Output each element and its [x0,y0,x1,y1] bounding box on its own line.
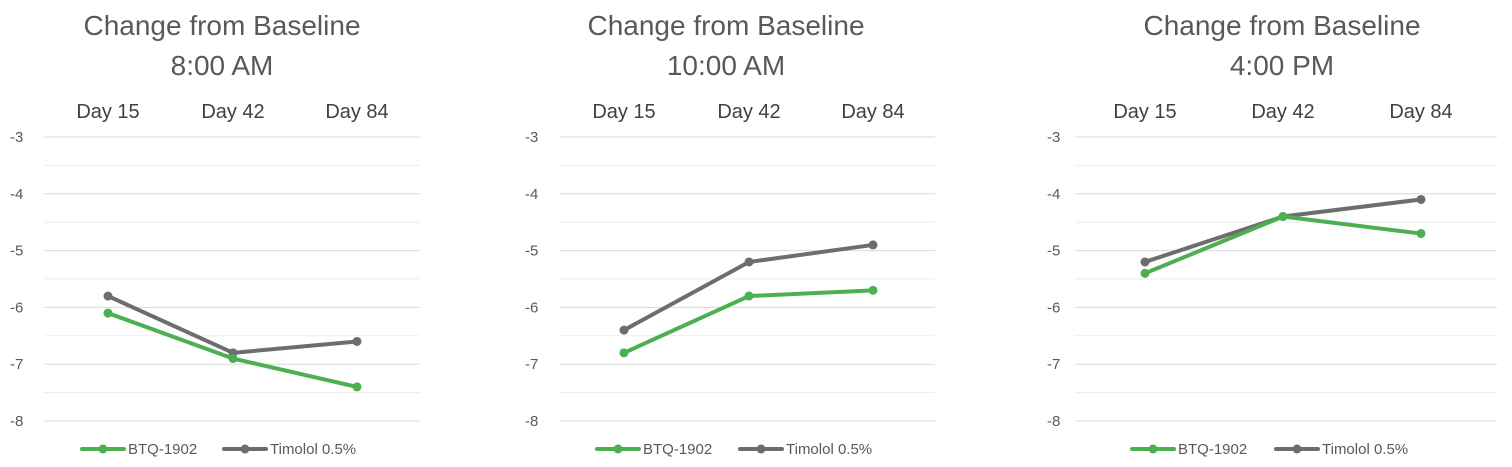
data-point-btq-1902 [744,291,754,301]
series-line-timolol [106,294,359,355]
legend-marker [240,444,250,454]
y-tick-label: -8 [525,413,538,430]
y-tick-label: -8 [10,413,23,430]
chart-panel-1: Change from Baseline 8:00 AM -3 -4 -5 -6 -7 -8 D… [10,10,420,458]
chart-panel-3: Change from Baseline 4:00 PM -3 -4 -5 -6 -7 -8 D… [1047,10,1497,458]
legend-label: BTQ-1902 [643,441,712,458]
chart-title-line-1: Change from Baseline [83,10,360,41]
legend-label: BTQ-1902 [128,441,197,458]
x-category-label: Day 84 [1389,101,1452,123]
legend-entry-timolol: Timolol 0.5% [222,441,356,458]
y-tick-label: -7 [1047,356,1060,373]
legend-entry-btq-1902: BTQ-1902 [1130,441,1247,458]
data-point-timolol [744,257,754,267]
y-tick-label: -6 [1047,299,1060,316]
y-tick-label: -6 [10,299,23,316]
data-point-btq-1902 [103,308,113,318]
data-point-timolol [1416,194,1426,204]
chart-title-line-1: Change from Baseline [587,10,864,41]
legend-marker [1292,444,1302,454]
data-point-timolol [1140,257,1150,267]
data-point-btq-1902 [228,354,238,364]
data-point-btq-1902 [1140,268,1150,278]
legend-label: Timolol 0.5% [270,441,356,458]
legend-label: BTQ-1902 [1178,441,1247,458]
legend-marker [756,444,766,454]
x-category-label: Day 42 [1251,101,1314,123]
x-category-label: Day 42 [717,101,780,123]
y-tick-label: -6 [525,299,538,316]
y-tick-label: -3 [10,129,23,146]
y-tick-label: -4 [525,186,538,203]
x-category-label: Day 15 [1113,101,1176,123]
data-point-timolol [868,240,878,250]
series-line-timolol [1143,197,1423,264]
legend-entry-timolol: Timolol 0.5% [1274,441,1408,458]
y-tick-label: -8 [1047,413,1060,430]
y-tick-label: -4 [10,186,23,203]
x-category-label: Day 84 [841,101,904,123]
legend-entry-btq-1902: BTQ-1902 [595,441,712,458]
legend-marker [613,444,623,454]
data-point-btq-1902 [1278,212,1288,222]
y-tick-label: -5 [1047,243,1060,260]
x-category-label: Day 84 [325,101,388,123]
x-category-label: Day 15 [592,101,655,123]
legend-label: Timolol 0.5% [786,441,872,458]
y-tick-label: -3 [1047,129,1060,146]
data-point-btq-1902 [868,285,878,295]
series-line-btq-1902 [1143,214,1423,276]
y-tick-label: -4 [1047,186,1060,203]
legend-entry-btq-1902: BTQ-1902 [80,441,197,458]
data-point-btq-1902 [352,382,362,392]
data-point-btq-1902 [1416,229,1426,239]
y-tick-label: -7 [525,356,538,373]
chart-panel-2: Change from Baseline 10:00 AM -3 -4 -5 -6 -7 -8… [525,10,935,458]
data-point-timolol [619,325,629,335]
legend-marker [98,444,108,454]
x-category-label: Day 15 [76,101,139,123]
y-tick-label: -5 [525,243,538,260]
x-category-label: Day 42 [201,101,264,123]
data-point-timolol [103,291,113,301]
data-point-timolol [352,336,362,346]
y-tick-label: -5 [10,243,23,260]
chart-title-line-2: 4:00 PM [1230,50,1334,81]
chart-title-line-1: Change from Baseline [1143,10,1420,41]
chart-title-line-2: 8:00 AM [171,50,274,81]
y-tick-label: -7 [10,356,23,373]
legend-label: Timolol 0.5% [1322,441,1408,458]
legend-entry-timolol: Timolol 0.5% [738,441,872,458]
data-point-btq-1902 [619,348,629,358]
chart-title-line-2: 10:00 AM [667,50,785,81]
legend-marker [1148,444,1158,454]
y-tick-label: -3 [525,129,538,146]
